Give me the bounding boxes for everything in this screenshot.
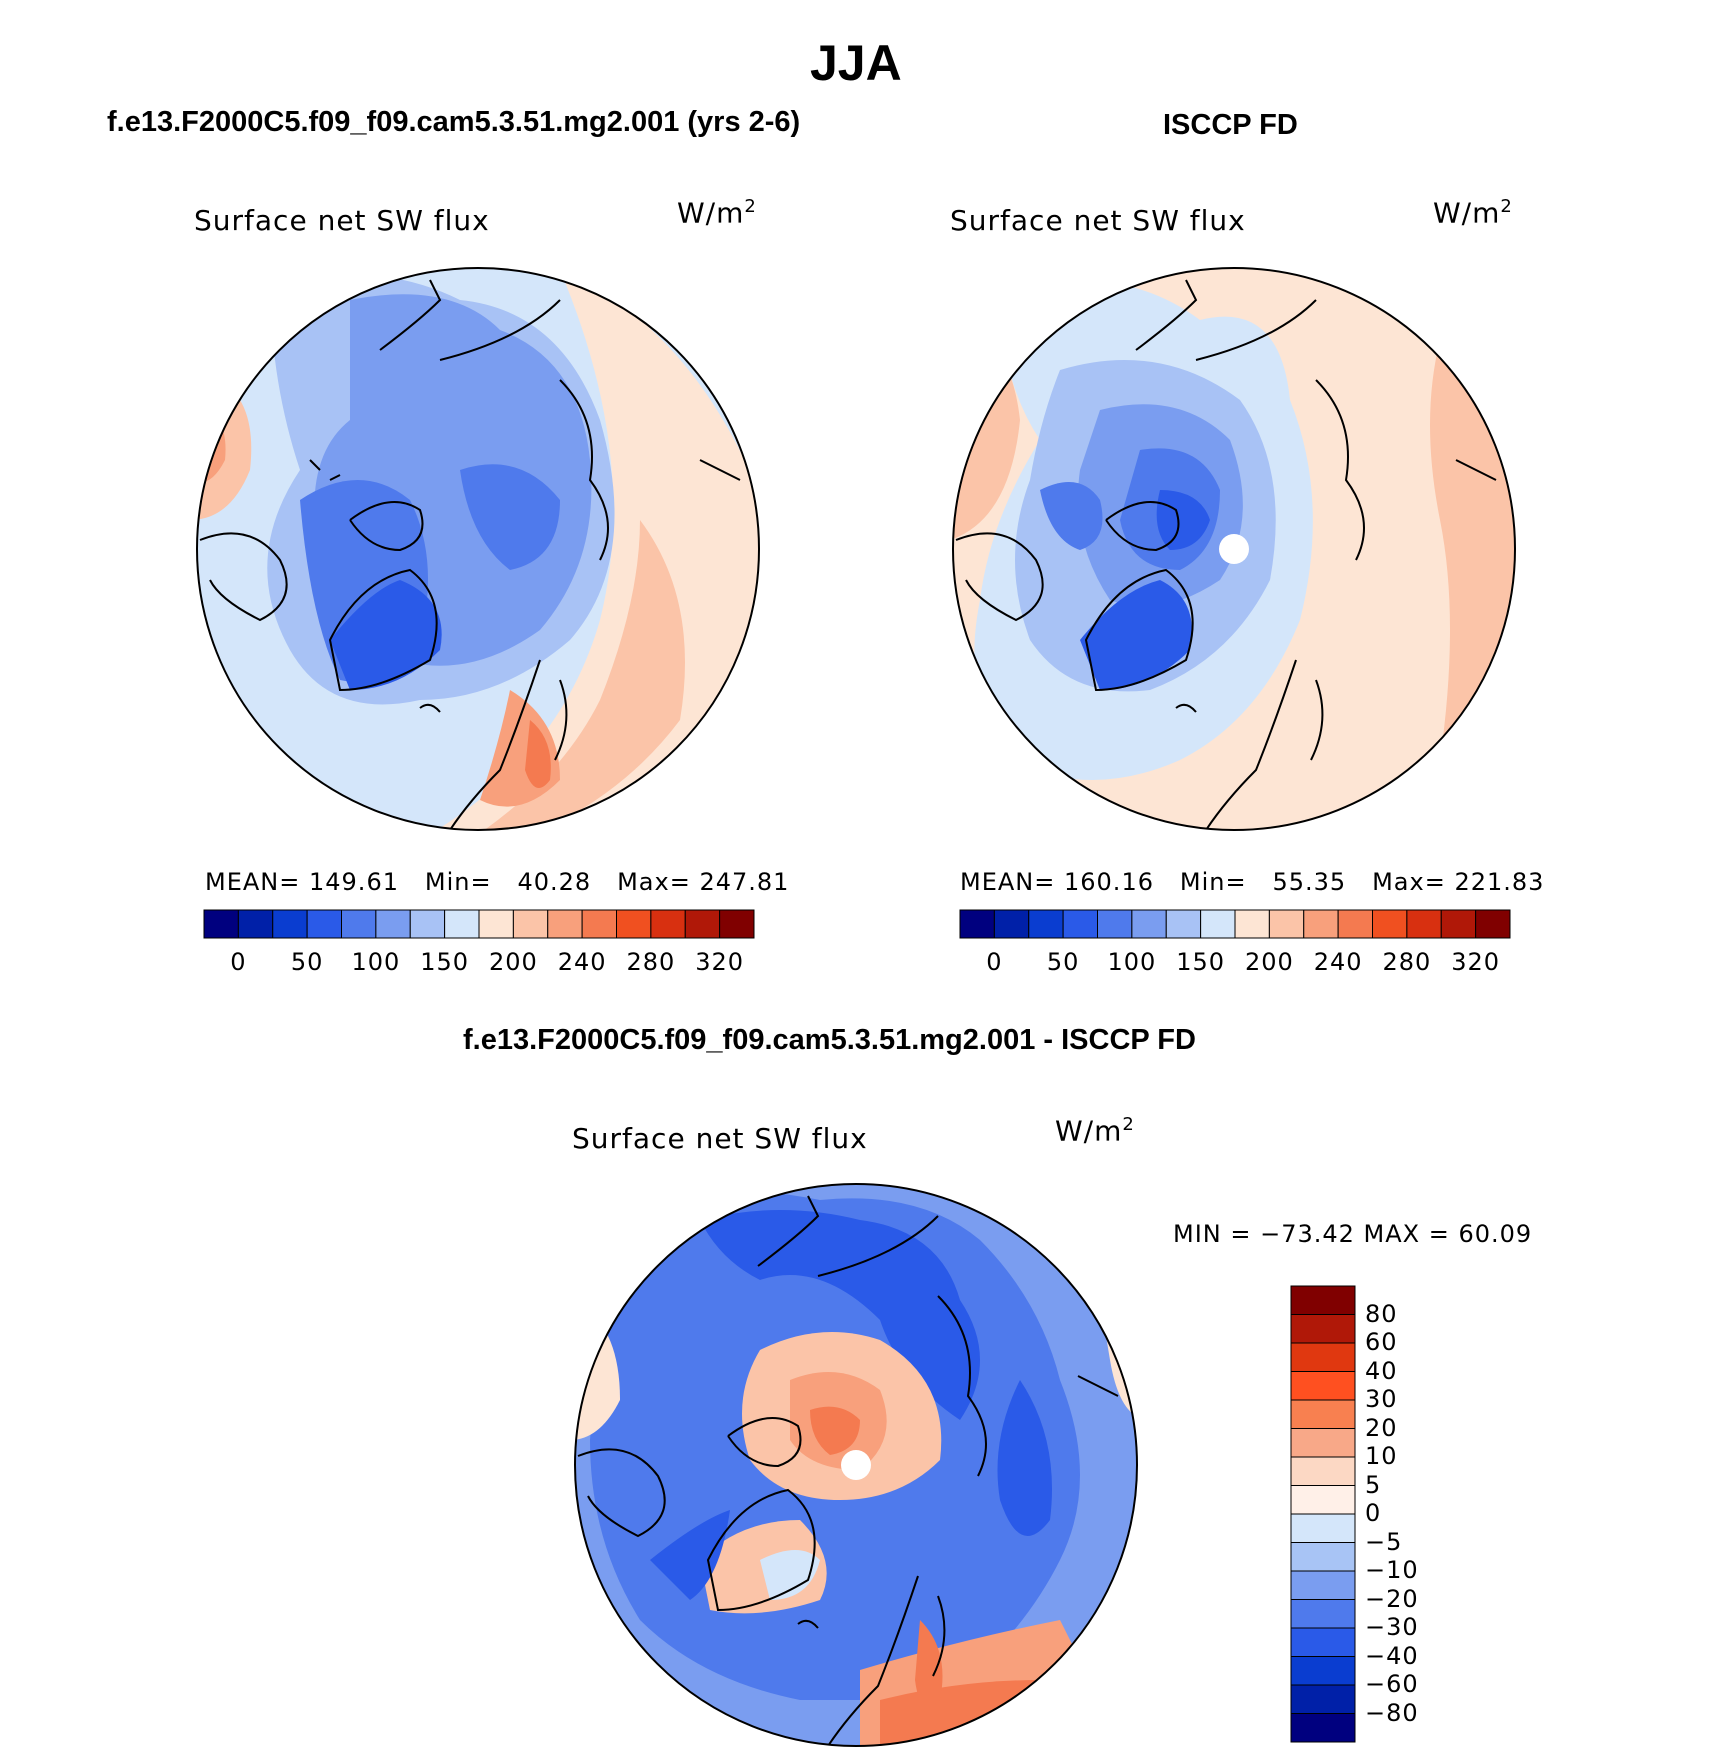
model-colorbar-box (547, 909, 583, 939)
model-colorbar-tick-label: 320 (695, 948, 745, 976)
diff-colorbar-box (1290, 1627, 1356, 1657)
model-colorbar-box (616, 909, 652, 939)
obs-colorbar-box (1234, 909, 1270, 939)
diff-colorbar-box (1290, 1342, 1356, 1372)
diff-colorbar-box (1290, 1570, 1356, 1600)
obs-units: W/m2 (1433, 196, 1513, 230)
model-colorbar-box (341, 909, 377, 939)
diff-colorbar-box (1290, 1542, 1356, 1572)
obs-colorbar-tick-label: 0 (986, 948, 1003, 976)
model-colorbar-ticks: 0 50 100 150 200 240 280 320 (204, 948, 754, 978)
model-colorbar-box (272, 909, 308, 939)
obs-colorbar-box (1200, 909, 1236, 939)
model-colorbar-box (512, 909, 549, 939)
diff-colorbar-tick-label: −40 (1365, 1641, 1419, 1670)
diff-stats: MIN = −73.42 MAX = 60.09 (1173, 1220, 1533, 1248)
model-colorbar-box (375, 909, 411, 939)
obs-colorbar-box (1475, 909, 1511, 939)
model-colorbar-box (203, 909, 239, 939)
obs-colorbar-box (1028, 909, 1064, 939)
obs-colorbar-box (1303, 909, 1339, 939)
diff-colorbar-tick-label: 0 (1365, 1499, 1382, 1527)
model-colorbar-tick-label: 50 (290, 948, 324, 976)
diff-colorbar-tick-label: −5 (1365, 1527, 1403, 1556)
obs-colorbar-box (1165, 909, 1202, 939)
model-colorbar-tick-label: 280 (626, 948, 676, 976)
model-colorbar-box (650, 909, 686, 939)
obs-colorbar-box (1372, 909, 1408, 939)
diff-colorbar-box (1290, 1684, 1356, 1714)
model-colorbar-box (306, 909, 342, 939)
obs-colorbar-box (1406, 909, 1442, 939)
model-colorbar-box (409, 909, 446, 939)
figure-title: JJA (810, 35, 902, 91)
model-colorbar-box (237, 909, 274, 939)
model-units: W/m2 (677, 196, 757, 230)
model-panel-title: f.e13.F2000C5.f09_f09.cam5.3.51.mg2.001 … (107, 106, 801, 138)
model-colorbar-box (684, 909, 721, 939)
model-stats: MEAN= 149.61 Min= 40.28 Max= 247.81 (205, 868, 790, 896)
diff-subtitle: Surface net SW flux (572, 1122, 868, 1155)
diff-units: W/m2 (1055, 1114, 1135, 1148)
obs-colorbar-box (993, 909, 1030, 939)
model-colorbar-box (478, 909, 514, 939)
obs-colorbar-tick-label: 320 (1451, 948, 1501, 976)
diff-colorbar-box (1290, 1371, 1356, 1401)
obs-colorbar (959, 909, 1511, 939)
diff-colorbar-tick-label: −60 (1365, 1670, 1419, 1698)
obs-colorbar-tick-label: 240 (1313, 948, 1363, 976)
obs-colorbar-tick-label: 50 (1046, 948, 1080, 976)
diff-colorbar-box (1290, 1428, 1356, 1458)
model-colorbar-box (719, 909, 755, 939)
diff-colorbar-ticks: 80 60 40 30 20 10 5 0 −5 −10 −20 −30 −40 −60 −80 (1365, 1286, 1445, 1742)
obs-subtitle: Surface net SW flux (950, 204, 1246, 237)
diff-colorbar-tick-label: 10 (1365, 1442, 1398, 1470)
model-colorbar-tick-label: 150 (420, 948, 470, 976)
diff-colorbar-tick-label: −80 (1365, 1698, 1419, 1727)
model-colorbar-box (581, 909, 617, 939)
obs-colorbar-box (1131, 909, 1167, 939)
diff-colorbar-tick-label: 40 (1365, 1356, 1398, 1385)
diff-colorbar-box (1290, 1456, 1356, 1486)
diff-colorbar-tick-label: −10 (1365, 1556, 1419, 1584)
model-colorbar-box (444, 909, 480, 939)
model-subtitle: Surface net SW flux (194, 204, 490, 237)
diff-colorbar-tick-label: 80 (1365, 1299, 1398, 1328)
obs-colorbar-tick-label: 280 (1382, 948, 1432, 976)
diff-colorbar-tick-label: 5 (1365, 1470, 1382, 1499)
obs-colorbar-box (1097, 909, 1133, 939)
diff-colorbar-box (1290, 1656, 1356, 1686)
diff-panel-title: f.e13.F2000C5.f09_f09.cam5.3.51.mg2.001 … (463, 1024, 1196, 1056)
model-colorbar-tick-label: 100 (351, 948, 401, 976)
diff-colorbar-box (1290, 1599, 1356, 1629)
obs-colorbar-ticks: 0 50 100 150 200 240 280 320 (960, 948, 1510, 978)
obs-colorbar-box (1268, 909, 1305, 939)
obs-colorbar-box (959, 909, 995, 939)
model-colorbar-tick-label: 0 (230, 948, 247, 976)
obs-colorbar-tick-label: 200 (1244, 948, 1294, 976)
diff-colorbar-box (1290, 1713, 1356, 1743)
obs-colorbar-box (1337, 909, 1373, 939)
diff-colorbar-box (1290, 1314, 1356, 1344)
diff-colorbar-tick-label: 60 (1365, 1328, 1398, 1356)
obs-panel-title: ISCCP FD (1163, 109, 1298, 141)
diff-colorbar-tick-label: −20 (1365, 1584, 1419, 1613)
diff-colorbar-tick-label: −30 (1365, 1613, 1419, 1641)
model-colorbar-tick-label: 200 (488, 948, 538, 976)
obs-colorbar-box (1062, 909, 1098, 939)
diff-colorbar-tick-label: 30 (1365, 1385, 1398, 1413)
diff-colorbar (1290, 1285, 1356, 1743)
obs-stats: MEAN= 160.16 Min= 55.35 Max= 221.83 (960, 868, 1545, 896)
diff-colorbar-box (1290, 1399, 1356, 1429)
diff-colorbar-box (1290, 1485, 1356, 1515)
model-colorbar (203, 909, 755, 939)
diff-colorbar-box (1290, 1513, 1356, 1543)
obs-colorbar-box (1440, 909, 1477, 939)
obs-colorbar-tick-label: 100 (1107, 948, 1157, 976)
obs-colorbar-tick-label: 150 (1176, 948, 1226, 976)
model-colorbar-tick-label: 240 (557, 948, 607, 976)
diff-colorbar-tick-label: 20 (1365, 1413, 1398, 1442)
diff-colorbar-box (1290, 1285, 1356, 1315)
